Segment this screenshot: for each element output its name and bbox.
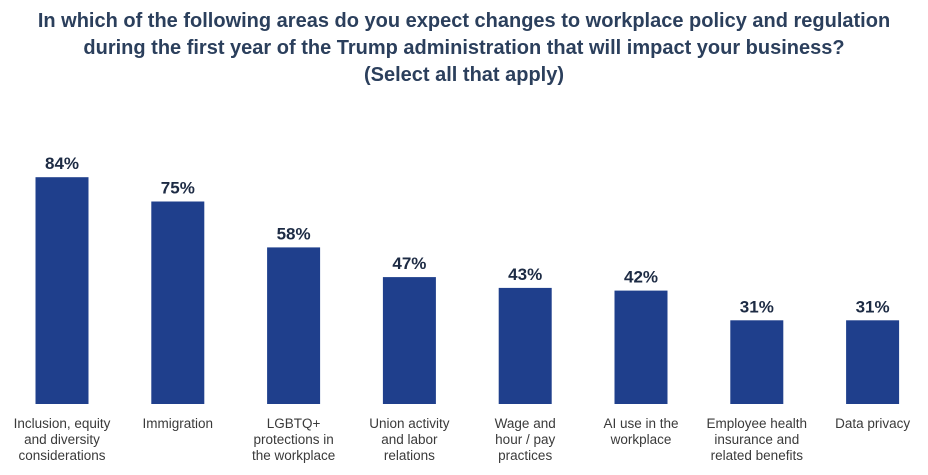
bar-data-privacy <box>846 320 900 404</box>
bar-wage-and-hour-pay-practices <box>498 287 552 404</box>
category-label-union-activity-and-labor-relations: Union activity and labor relations <box>369 416 450 463</box>
category-label-line: protections in <box>253 432 333 447</box>
bar-immigration <box>151 201 205 404</box>
category-labels-group: Inclusion, equity and diversity considerat… <box>14 416 911 463</box>
category-label-line: AI use in the <box>603 416 678 431</box>
bar-inclusion-equity-and-diversity-considerations <box>35 177 89 404</box>
category-label-line: Inclusion, equity <box>14 416 111 431</box>
bar-union-activity-and-labor-relations <box>382 277 436 404</box>
chart-title-line-2: during the first year of the Trump admin… <box>83 37 845 59</box>
value-label-union-activity-and-labor-relations: 47% <box>392 254 426 273</box>
category-label-line: Employee health <box>707 416 808 431</box>
category-label-line: workplace <box>610 432 672 447</box>
category-label-immigration: Immigration <box>143 416 214 431</box>
value-label-inclusion-equity-and-diversity-considerations: 84% <box>45 154 79 173</box>
value-label-lgbtq-protections-in-the-workplace: 58% <box>277 224 311 243</box>
bar-lgbtq-protections-in-the-workplace <box>267 247 321 404</box>
chart-title-line-3: (Select all that apply) <box>363 64 565 86</box>
category-label-data-privacy: Data privacy <box>835 416 910 431</box>
value-label-employee-health-insurance-and-related-benefits: 31% <box>740 297 774 316</box>
category-label-lgbtq-protections-in-the-workplace: LGBTQ+ protections in the workplace <box>252 416 335 463</box>
value-label-immigration: 75% <box>161 179 195 198</box>
bars-group <box>35 177 900 404</box>
category-label-line: hour / pay <box>495 432 555 447</box>
chart-title-line-1: In which of the following areas do you e… <box>37 10 891 32</box>
category-label-line: practices <box>498 448 552 463</box>
category-label-wage-and-hour-pay-practices: Wage and hour / pay practices <box>495 416 556 463</box>
bar-ai-use-in-the-workplace <box>614 290 668 404</box>
chart-title: In which of the following areas do you e… <box>0 8 928 89</box>
category-label-line: and labor <box>381 432 438 447</box>
category-label-line: LGBTQ+ <box>267 416 321 431</box>
value-label-data-privacy: 31% <box>856 297 890 316</box>
category-label-line: Data privacy <box>835 416 910 431</box>
category-label-line: related benefits <box>711 448 804 463</box>
value-label-wage-and-hour-pay-practices: 43% <box>508 265 542 284</box>
category-label-line: insurance and <box>714 432 799 447</box>
category-label-line: considerations <box>18 448 105 463</box>
category-label-inclusion-equity-and-diversity-considerations: Inclusion, equity and diversity considerat… <box>14 416 111 463</box>
category-label-employee-health-insurance-and-related-benefits: Employee health insurance and related bene… <box>707 416 808 463</box>
category-label-ai-use-in-the-workplace: AI use in the workplace <box>603 416 678 447</box>
category-label-line: Union activity <box>369 416 450 431</box>
value-labels-group: 84% 75% 58% 47% 43% 42% 31% 31% <box>45 154 890 316</box>
value-label-ai-use-in-the-workplace: 42% <box>624 268 658 287</box>
category-label-line: relations <box>384 448 435 463</box>
category-label-line: the workplace <box>252 448 335 463</box>
category-label-line: Immigration <box>143 416 214 431</box>
bar-employee-health-insurance-and-related-benefits <box>730 320 784 404</box>
category-label-line: Wage and <box>495 416 556 431</box>
category-label-line: and diversity <box>24 432 100 447</box>
